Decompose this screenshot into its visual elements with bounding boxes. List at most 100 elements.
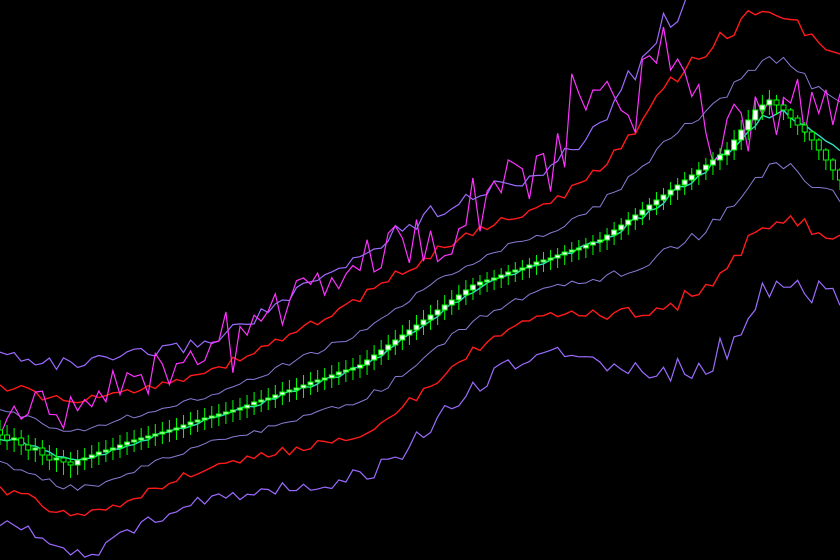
candle-body [506, 272, 511, 275]
candle-body [718, 155, 723, 160]
candle-body [125, 442, 130, 445]
candle-body [626, 220, 631, 225]
candle-body [661, 195, 666, 200]
candle-body [266, 398, 271, 400]
candle-body [449, 300, 454, 305]
candle-body [118, 445, 123, 448]
candle-body [682, 180, 687, 185]
candle-body [308, 382, 313, 385]
candle-body [442, 305, 447, 310]
candle-body [746, 120, 751, 130]
candle-body [562, 252, 567, 255]
candle-body [54, 458, 59, 460]
candle-body [703, 165, 708, 170]
candle-body [463, 290, 468, 295]
candle-body [5, 435, 10, 440]
candle-body [132, 440, 137, 442]
candle-body [393, 340, 398, 345]
candle-body [386, 345, 391, 350]
candle-body [774, 100, 779, 105]
candle-body [795, 118, 800, 125]
candle-body [350, 368, 355, 370]
candle-body [407, 330, 412, 335]
candle-body [675, 185, 680, 190]
candle-body [252, 402, 257, 405]
candle-body [541, 260, 546, 262]
candle-body [343, 370, 348, 372]
candle-body [598, 240, 603, 242]
candle-body [195, 420, 200, 422]
candle-body [689, 175, 694, 180]
candle-body [75, 460, 80, 465]
candle-body [259, 400, 264, 402]
candle-body [668, 190, 673, 195]
candle-body [216, 414, 221, 416]
candle-body [103, 450, 108, 452]
candle-body [414, 325, 419, 330]
candle-body [188, 422, 193, 425]
candle-body [153, 434, 158, 436]
candle-body [470, 285, 475, 290]
candle-body [181, 425, 186, 428]
candle-body [710, 160, 715, 165]
candle-body [379, 350, 384, 355]
candle-body [647, 205, 652, 210]
candle-body [139, 438, 144, 440]
candle-body [788, 110, 793, 118]
candle-body [478, 282, 483, 285]
candle-body [301, 385, 306, 388]
candle-body [513, 270, 518, 272]
candle-body [174, 428, 179, 430]
candle-body [61, 458, 66, 462]
band-upper3 [0, 0, 840, 369]
candle-body [372, 355, 377, 360]
bands-group [0, 0, 840, 557]
candle-body [428, 315, 433, 320]
candle-body [809, 132, 814, 140]
candle-body [12, 438, 17, 440]
candle-body [26, 445, 31, 450]
candle-body [612, 230, 617, 235]
candle-body [823, 150, 828, 160]
candle-body [456, 295, 461, 300]
candle-body [583, 245, 588, 248]
candle-body [223, 412, 228, 414]
candle-body [534, 262, 539, 265]
candle-body [654, 200, 659, 205]
candle-body [167, 430, 172, 432]
band-lower1 [0, 163, 840, 491]
candle-body [245, 405, 250, 408]
candle-body [365, 360, 370, 365]
candle-body [725, 150, 730, 155]
candle-body [273, 395, 278, 398]
candle-body [816, 140, 821, 150]
candle-body [802, 125, 807, 132]
candle-body [280, 392, 285, 395]
candle-body [160, 432, 165, 434]
candle-body [590, 242, 595, 245]
candle-body [555, 255, 560, 258]
candle-body [202, 418, 207, 420]
candle-body [287, 390, 292, 392]
candle-body [329, 375, 334, 378]
candle-body [315, 380, 320, 382]
candle-body [485, 280, 490, 282]
candle-body [696, 170, 701, 175]
leading-line [0, 27, 840, 436]
candle-body [294, 388, 299, 390]
candle-body [336, 372, 341, 375]
candle-body [435, 310, 440, 315]
candle-body [238, 408, 243, 410]
candle-body [96, 452, 101, 455]
candle-body [767, 100, 772, 105]
candle-body [230, 410, 235, 412]
candle-body [760, 105, 765, 110]
candle-body [732, 140, 737, 150]
candle-body [146, 436, 151, 438]
candle-body [110, 448, 115, 450]
candle-body [576, 248, 581, 250]
candle-body [605, 235, 610, 240]
candle-body [619, 225, 624, 230]
candle-body [421, 320, 426, 325]
candle-body [569, 250, 574, 252]
